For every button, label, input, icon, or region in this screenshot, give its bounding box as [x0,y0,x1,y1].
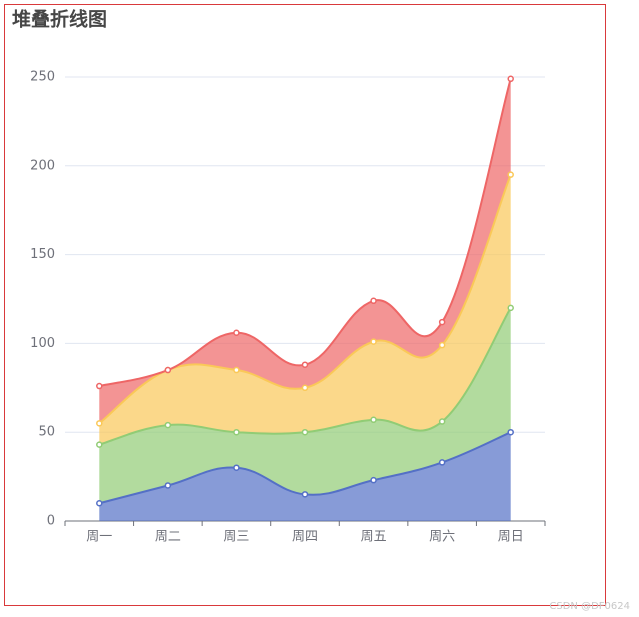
point [507,304,514,312]
point [233,366,240,374]
y-tick-label: 150 [30,247,55,262]
point [370,476,377,484]
y-tick-label: 0 [47,514,55,529]
point [96,441,103,448]
x-tick-label: 周三 [223,530,249,545]
point [301,361,309,368]
point [370,338,377,345]
point [438,341,446,349]
x-tick-label: 周二 [155,530,181,545]
point [233,329,240,336]
chart-border [4,4,606,606]
point [438,459,446,466]
point [164,366,172,374]
area [99,174,511,445]
point [301,428,309,436]
area [99,432,511,521]
point [233,428,240,436]
point [164,421,172,429]
x-tick-label: 周四 [292,530,318,545]
point [96,382,103,390]
y-tick-label: 50 [38,425,55,440]
point [507,75,514,83]
line [99,78,512,387]
point [370,416,377,424]
y-tick-label: 200 [30,158,55,173]
point [301,491,309,498]
point [96,420,103,427]
point [438,418,446,425]
point [96,499,103,507]
point [301,384,309,392]
area [99,78,511,424]
point [164,482,172,489]
point [507,428,514,436]
x-tick-label: 周日 [498,530,524,545]
point [438,318,446,326]
x-tick-label: 周六 [429,530,455,545]
point [507,171,514,178]
area [99,307,511,504]
y-tick-label: 100 [30,336,55,351]
watermark: CSDN @DF0624 [549,601,630,612]
chart-title: 堆叠折线图 [12,8,107,31]
y-tick-label: 250 [30,70,55,85]
point [233,464,240,471]
x-tick-label: 周一 [86,530,112,545]
x-tick-label: 周五 [361,530,387,545]
point [370,297,377,305]
